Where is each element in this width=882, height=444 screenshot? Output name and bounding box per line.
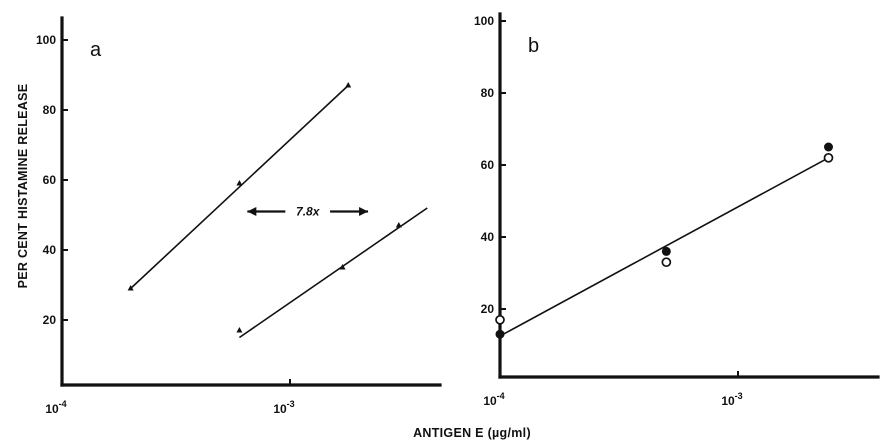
shift-arrow: 7.8x — [247, 205, 369, 219]
data-point — [345, 82, 352, 88]
data-point — [495, 329, 505, 339]
data-point — [127, 285, 134, 291]
y-tick-label: 20 — [43, 313, 57, 327]
x-tick-label: 10-3 — [273, 399, 294, 416]
data-point — [395, 222, 402, 228]
y-tick-label: 60 — [481, 158, 495, 172]
fit-line — [238, 207, 428, 339]
y-axis-title: PER CENT HISTAMINE RELEASE — [16, 84, 30, 289]
fit-line — [499, 157, 829, 337]
data-point — [661, 257, 672, 268]
fit-line — [130, 84, 349, 290]
y-tick-label: 60 — [43, 173, 57, 187]
data-point — [495, 314, 505, 325]
data-point — [661, 246, 671, 256]
data-point — [823, 152, 834, 163]
data-point — [339, 264, 346, 270]
x-tick-label: 10-4 — [483, 391, 504, 408]
y-tick-label: 100 — [36, 33, 56, 47]
x-tick-label: 10-3 — [721, 391, 742, 408]
y-tick-label: 40 — [481, 230, 495, 244]
panel-label: a — [90, 39, 102, 61]
panel-a: 20 40 60 80 100 10-4 10-3 a 7.8x — [36, 16, 442, 416]
x-axis-title: ANTIGEN E (µg/ml) — [413, 426, 531, 440]
data-point — [823, 142, 833, 152]
y-tick-label: 80 — [481, 86, 495, 100]
arrow-head-left — [247, 207, 257, 216]
data-point — [236, 180, 243, 186]
y-tick-label: 40 — [43, 243, 57, 257]
panel-b: 20 40 60 80 100 10-4 10-3 b — [474, 12, 880, 408]
annotation-label: 7.8x — [296, 205, 321, 219]
y-tick-label: 20 — [481, 302, 495, 316]
arrow-head-right — [359, 207, 369, 216]
y-tick-label: 80 — [43, 103, 57, 117]
panel-label: b — [528, 35, 539, 57]
data-point — [236, 327, 243, 333]
x-tick-label: 10-4 — [45, 399, 66, 416]
y-tick-label: 100 — [474, 14, 494, 28]
